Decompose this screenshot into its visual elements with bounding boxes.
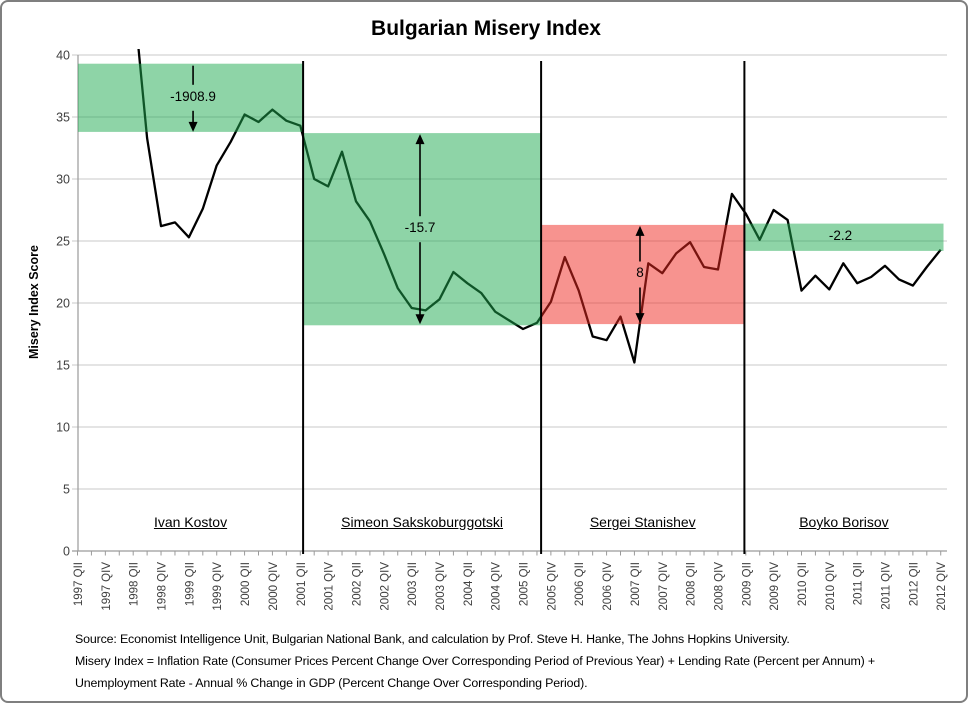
svg-text:2004 QIV: 2004 QIV — [491, 562, 503, 611]
svg-text:2003 QIV: 2003 QIV — [435, 562, 447, 611]
svg-text:35: 35 — [56, 111, 70, 125]
svg-text:5: 5 — [63, 483, 70, 497]
svg-text:2001 QIV: 2001 QIV — [324, 562, 336, 611]
svg-text:2012 QIV: 2012 QIV — [936, 562, 948, 611]
svg-text:20: 20 — [56, 297, 70, 311]
svg-text:1997 QII: 1997 QII — [73, 562, 85, 606]
period-label-boyko-borisov: Boyko Borisov — [799, 514, 889, 530]
annotation-borisov-drop: -2.2 — [828, 228, 853, 244]
svg-text:2011 QII: 2011 QII — [853, 562, 865, 605]
svg-text:40: 40 — [56, 49, 70, 63]
svg-text:2005 QIV: 2005 QIV — [546, 562, 558, 611]
svg-text:1998 QIV: 1998 QIV — [157, 562, 169, 611]
svg-text:1999 QII: 1999 QII — [184, 562, 196, 606]
svg-text:0: 0 — [63, 545, 70, 559]
svg-text:2009 QII: 2009 QII — [741, 562, 753, 606]
svg-text:2012 QII: 2012 QII — [908, 562, 920, 606]
svg-text:25: 25 — [56, 235, 70, 249]
svg-text:10: 10 — [56, 421, 70, 435]
svg-text:2010 QII: 2010 QII — [797, 562, 809, 606]
svg-text:2001 QII: 2001 QII — [296, 562, 308, 606]
svg-text:2007 QIV: 2007 QIV — [658, 562, 670, 611]
annotation-kostov-drop: -1908.9 — [170, 88, 216, 104]
svg-text:2006 QII: 2006 QII — [574, 562, 586, 606]
source-line-1: Source: Economist Intelligence Unit, Bul… — [75, 632, 790, 646]
svg-text:2004 QII: 2004 QII — [463, 562, 475, 606]
svg-text:2008 QIV: 2008 QIV — [714, 562, 726, 611]
annotation-simeon-drop: -15.7 — [404, 220, 436, 236]
svg-text:1998 QII: 1998 QII — [129, 562, 141, 606]
svg-text:30: 30 — [56, 173, 70, 187]
annotation-stanishev-rise: 8 — [636, 265, 644, 281]
source-line-2: Misery Index = Inflation Rate (Consumer … — [75, 654, 876, 668]
period-label-sergei-stanishev: Sergei Stanishev — [589, 514, 696, 530]
chart-title: Bulgarian Misery Index — [371, 17, 601, 40]
svg-text:1997 QIV: 1997 QIV — [101, 562, 113, 611]
svg-text:2002 QIV: 2002 QIV — [379, 562, 391, 611]
svg-text:2011 QIV: 2011 QIV — [881, 562, 893, 610]
source-note: Source: Economist Intelligence Unit, Bul… — [75, 628, 955, 694]
svg-text:2000 QII: 2000 QII — [240, 562, 252, 606]
svg-text:2007 QII: 2007 QII — [630, 562, 642, 606]
svg-text:1999 QIV: 1999 QIV — [212, 562, 224, 611]
svg-text:2008 QII: 2008 QII — [686, 562, 698, 606]
svg-text:15: 15 — [56, 359, 70, 373]
svg-text:2009 QIV: 2009 QIV — [769, 562, 781, 611]
svg-text:2005 QII: 2005 QII — [519, 562, 531, 606]
svg-text:2006 QIV: 2006 QIV — [602, 562, 614, 611]
svg-text:2002 QII: 2002 QII — [352, 562, 364, 606]
source-line-3: Unemployment Rate - Annual % Change in G… — [75, 676, 588, 690]
svg-text:2003 QII: 2003 QII — [407, 562, 419, 606]
period-label-ivan-kostov: Ivan Kostov — [153, 514, 228, 530]
svg-text:2010 QIV: 2010 QIV — [825, 562, 837, 611]
period-label-simeon-sakskoburggotski: Simeon Sakskoburggotski — [341, 514, 504, 530]
svg-text:2000 QIV: 2000 QIV — [268, 562, 280, 611]
